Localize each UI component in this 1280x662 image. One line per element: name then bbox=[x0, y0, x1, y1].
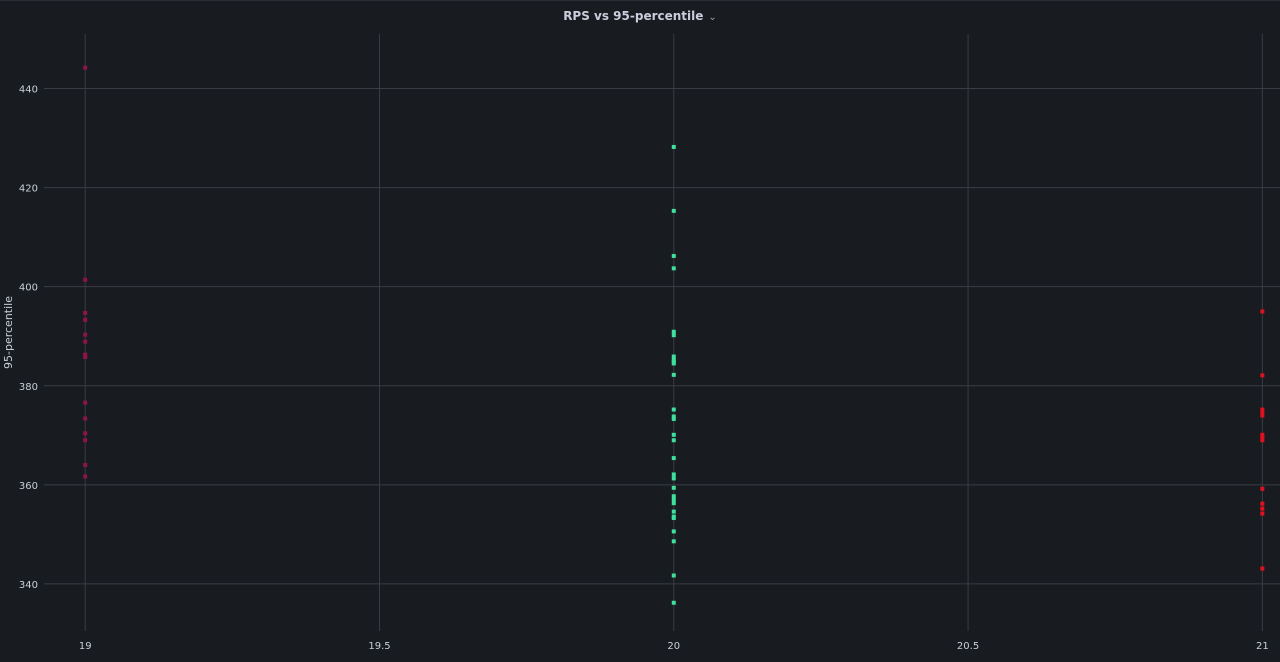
y-tick-label: 400 bbox=[19, 283, 38, 294]
x-tick-label: 19.5 bbox=[368, 641, 390, 652]
data-point[interactable] bbox=[671, 456, 676, 461]
data-point[interactable] bbox=[83, 416, 88, 421]
data-point[interactable] bbox=[671, 539, 676, 544]
data-point[interactable] bbox=[83, 317, 88, 322]
data-point[interactable] bbox=[1260, 438, 1265, 443]
data-point[interactable] bbox=[671, 416, 676, 421]
data-point[interactable] bbox=[83, 400, 88, 405]
y-tick-label: 340 bbox=[19, 580, 38, 591]
y-tick-label: 360 bbox=[19, 481, 38, 492]
y-tick-label: 440 bbox=[19, 84, 38, 95]
data-point[interactable] bbox=[1260, 566, 1265, 571]
data-point[interactable] bbox=[1260, 373, 1265, 378]
data-point[interactable] bbox=[83, 431, 88, 436]
data-point[interactable] bbox=[1260, 506, 1265, 511]
data-point[interactable] bbox=[671, 407, 676, 412]
data-point[interactable] bbox=[671, 476, 676, 481]
data-point[interactable] bbox=[83, 332, 88, 337]
data-point[interactable] bbox=[671, 266, 676, 271]
data-point[interactable] bbox=[671, 208, 676, 213]
data-point[interactable] bbox=[1260, 309, 1265, 314]
data-point[interactable] bbox=[671, 516, 676, 521]
data-point[interactable] bbox=[1260, 413, 1265, 418]
data-point[interactable] bbox=[1260, 435, 1265, 440]
data-point[interactable] bbox=[671, 529, 676, 534]
data-point[interactable] bbox=[1260, 407, 1265, 412]
x-tick-label: 20 bbox=[667, 641, 680, 652]
data-point[interactable] bbox=[671, 144, 676, 149]
panel-title: RPS vs 95-percentile bbox=[563, 9, 704, 23]
grid-lines bbox=[44, 34, 1280, 631]
data-point[interactable] bbox=[1260, 486, 1265, 491]
data-point[interactable] bbox=[671, 414, 676, 419]
data-point[interactable] bbox=[83, 438, 88, 443]
data-point[interactable] bbox=[671, 253, 676, 258]
data-point[interactable] bbox=[671, 329, 676, 334]
data-point[interactable] bbox=[671, 472, 676, 477]
data-point[interactable] bbox=[671, 333, 676, 338]
data-point[interactable] bbox=[83, 65, 88, 70]
panel-title-menu[interactable]: RPS vs 95-percentile ⌄ bbox=[563, 9, 717, 23]
data-point[interactable] bbox=[1260, 501, 1265, 506]
y-axis-title: 95-percentile bbox=[2, 296, 15, 369]
data-point[interactable] bbox=[671, 485, 676, 490]
data-point[interactable] bbox=[671, 600, 676, 605]
data-point[interactable] bbox=[671, 432, 676, 437]
x-tick-label: 21 bbox=[1256, 641, 1269, 652]
y-tick-label: 380 bbox=[19, 382, 38, 393]
data-point[interactable] bbox=[83, 354, 88, 359]
data-points bbox=[83, 65, 1265, 605]
data-point[interactable] bbox=[83, 339, 88, 344]
data-point[interactable] bbox=[83, 474, 88, 479]
data-point[interactable] bbox=[1260, 410, 1265, 415]
y-tick-label: 420 bbox=[19, 184, 38, 195]
data-point[interactable] bbox=[671, 354, 676, 359]
panel-header: RPS vs 95-percentile ⌄ bbox=[0, 1, 1280, 31]
data-point[interactable] bbox=[671, 501, 676, 506]
data-point[interactable] bbox=[671, 361, 676, 366]
x-axis-ticks: 19 19.5 20 20.5 21 bbox=[79, 641, 1269, 652]
data-point[interactable] bbox=[1260, 511, 1265, 516]
data-point[interactable] bbox=[671, 494, 676, 499]
x-tick-label: 20.5 bbox=[957, 641, 979, 652]
data-point[interactable] bbox=[671, 573, 676, 578]
data-point[interactable] bbox=[671, 497, 676, 502]
data-point[interactable] bbox=[1260, 432, 1265, 437]
x-tick-label: 19 bbox=[79, 641, 92, 652]
data-point[interactable] bbox=[671, 372, 676, 377]
data-point[interactable] bbox=[83, 463, 88, 468]
data-point[interactable] bbox=[671, 509, 676, 514]
data-point[interactable] bbox=[671, 438, 676, 443]
chevron-down-icon[interactable]: ⌄ bbox=[708, 11, 717, 23]
data-point[interactable] bbox=[83, 310, 88, 315]
data-point[interactable] bbox=[83, 277, 88, 282]
y-axis-ticks: 340 360 380 400 420 440 bbox=[19, 84, 38, 590]
